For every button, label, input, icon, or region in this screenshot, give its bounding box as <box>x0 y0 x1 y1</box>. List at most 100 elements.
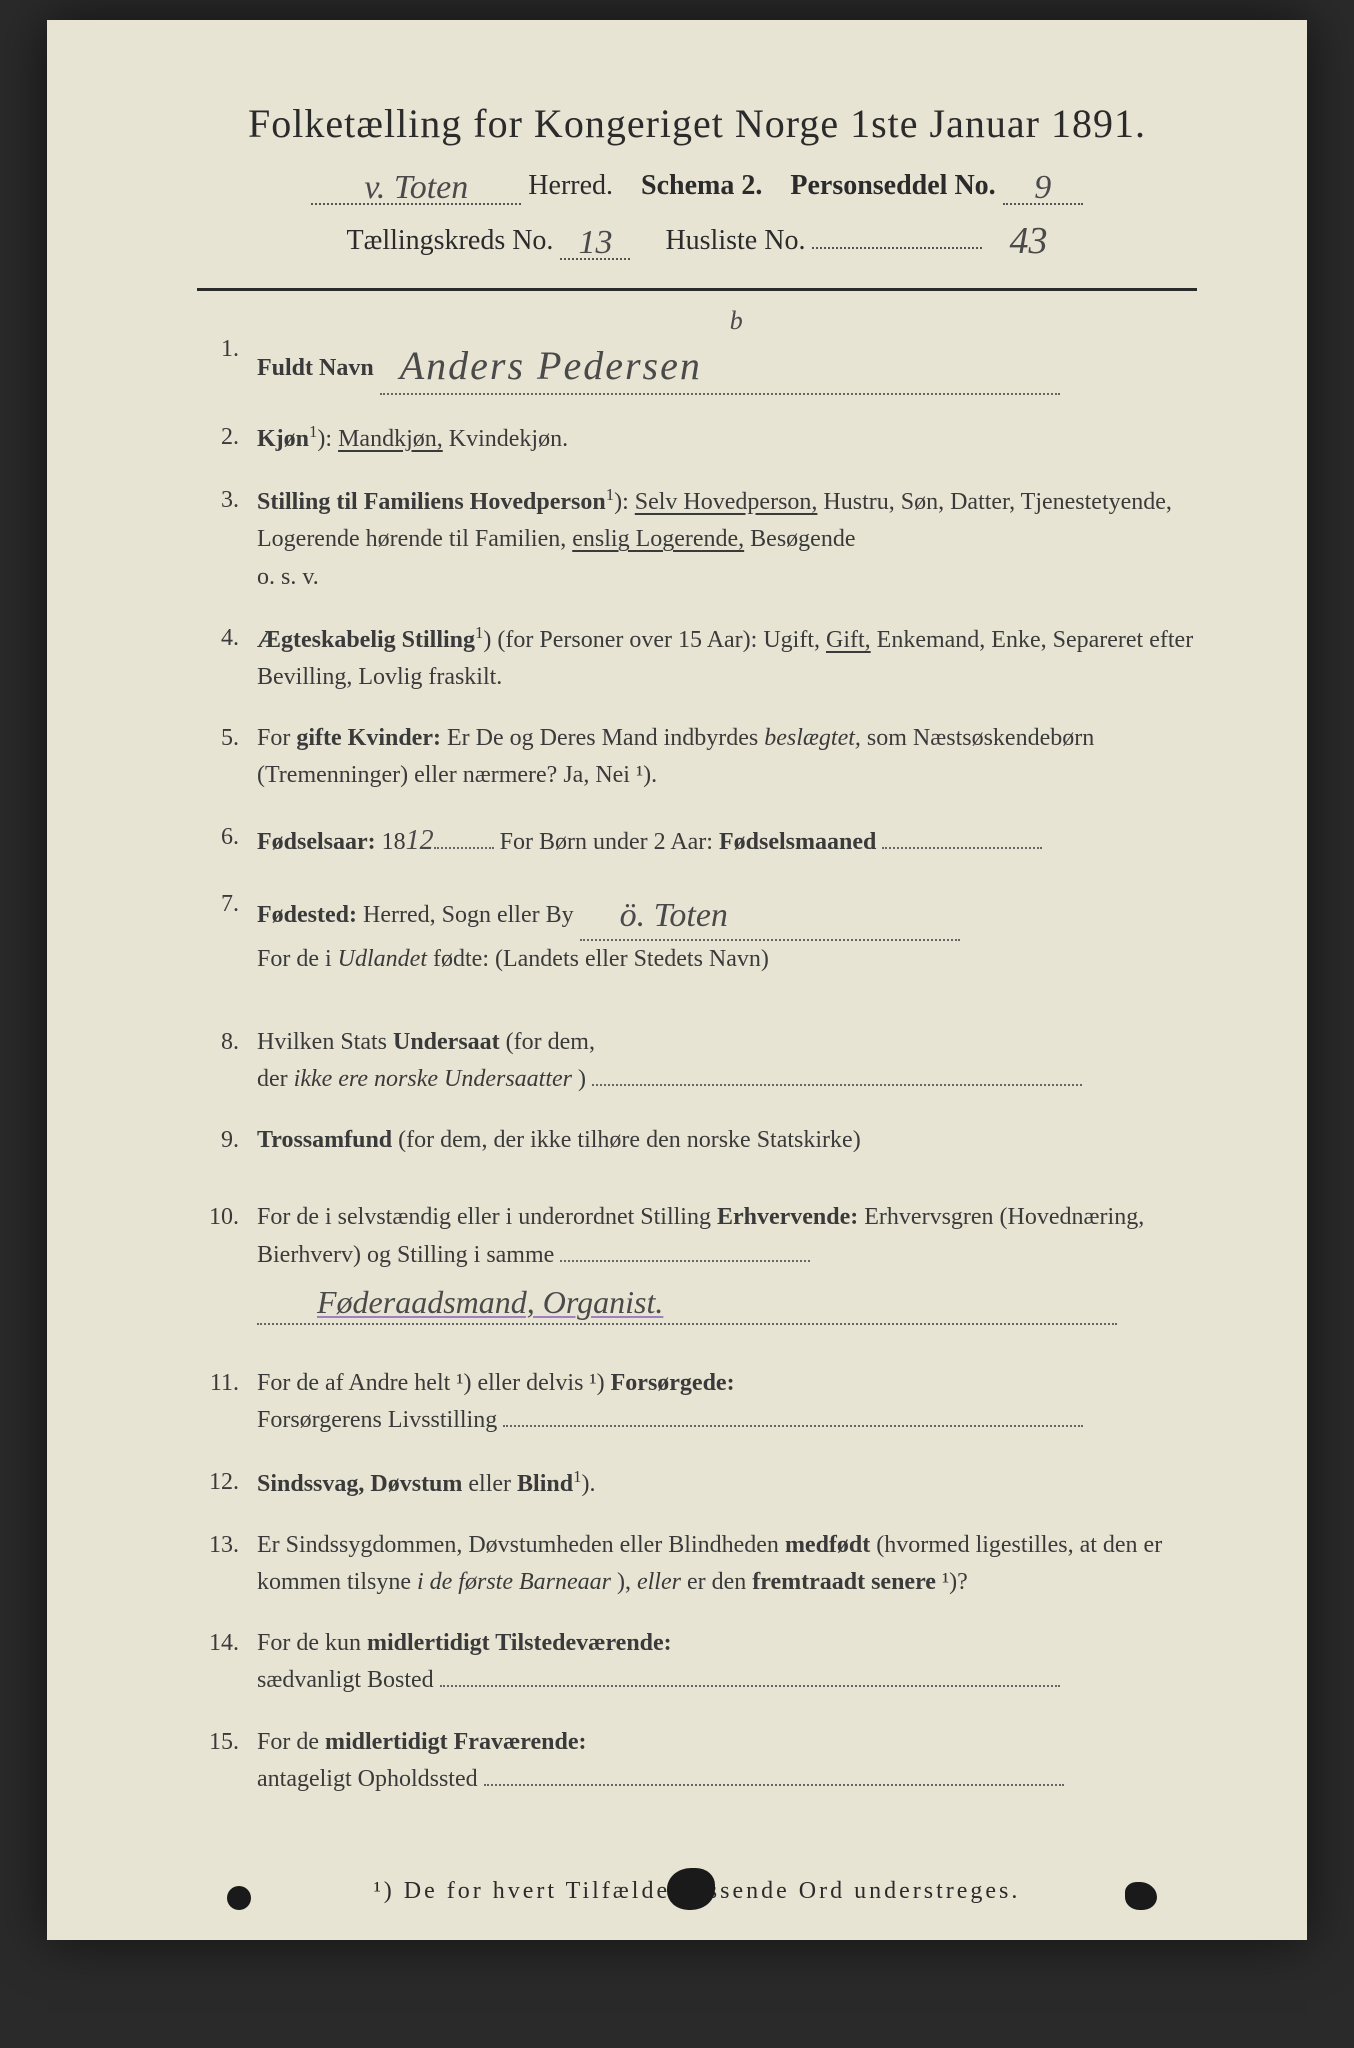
item-2-num: 2. <box>197 419 257 458</box>
item-6-18: 18 <box>382 829 406 855</box>
item-6-dots2 <box>882 847 1042 849</box>
item-1-label: Fuldt Navn <box>257 355 374 381</box>
item-8-paren: ) <box>578 1066 586 1092</box>
item-3-rest2: Besøgende <box>750 526 855 552</box>
item-15: 15. For de midlertidigt Fraværende: anta… <box>197 1724 1197 1798</box>
census-form-page: Folketælling for Kongeriget Norge 1ste J… <box>47 20 1307 1940</box>
item-7-text2: fødte: (Landets eller Stedets Navn) <box>433 946 769 972</box>
item-8-text1: Hvilken Stats <box>257 1029 393 1055</box>
item-13-body: Er Sindssygdommen, Døvstumheden eller Bl… <box>257 1527 1197 1601</box>
item-10-value: Føderaadsmand, Organist. <box>257 1284 663 1320</box>
item-5-text1: Er De og Deres Mand indbyrdes <box>447 725 764 751</box>
item-8: 8. Hvilken Stats Undersaat (for dem, der… <box>197 1024 1197 1098</box>
subtitle-row-2: Tællingskreds No. 13 Husliste No. 43 <box>197 215 1197 260</box>
item-2-kvindekjon: Kvindekjøn. <box>449 426 568 452</box>
item-2-body: Kjøn1): Mandkjøn, Kvindekjøn. <box>257 419 1197 458</box>
item-6-year: 12 <box>406 825 434 856</box>
item-1-body: Fuldt Navn Anders Pedersen b <box>257 331 1197 395</box>
item-8-num: 8. <box>197 1024 257 1098</box>
item-13-num: 13. <box>197 1527 257 1601</box>
herred-label: Herred. <box>528 170 613 201</box>
personseddel-value: 9 <box>1034 169 1051 206</box>
item-4-num: 4. <box>197 620 257 696</box>
item-11-text1: For de af Andre helt ¹) eller delvis ¹) <box>257 1370 611 1396</box>
item-7-field: ö. Toten <box>580 886 960 941</box>
item-11-num: 11. <box>197 1365 257 1439</box>
item-5-besl: beslægtet, <box>764 725 861 751</box>
item-9-num: 9. <box>197 1122 257 1159</box>
item-5-num: 5. <box>197 720 257 794</box>
item-8-ikke: ikke ere norske Undersaatter <box>294 1066 572 1092</box>
item-11-dots <box>503 1425 1083 1427</box>
item-1-mark: b <box>730 301 743 341</box>
item-15-opph: antageligt Opholdssted <box>257 1766 478 1792</box>
item-7-for: For de i <box>257 946 338 972</box>
item-13-text1: Er Sindssygdommen, Døvstumheden eller Bl… <box>257 1532 785 1558</box>
personseddel-field: 9 <box>1003 165 1083 205</box>
kreds-label: Tællingskreds No. <box>347 225 554 256</box>
item-7-num: 7. <box>197 886 257 978</box>
item-10-dots2: Føderaadsmand, Organist. <box>257 1274 1117 1326</box>
kreds-field: 13 <box>560 220 630 260</box>
herred-field: v. Toten <box>311 165 521 205</box>
item-4-label: Ægteskabelig Stilling <box>257 627 475 653</box>
item-5-body: For gifte Kvinder: Er De og Deres Mand i… <box>257 720 1197 794</box>
item-15-dots <box>484 1784 1064 1786</box>
punch-hole-icon <box>227 1886 251 1910</box>
item-5: 5. For gifte Kvinder: Er De og Deres Man… <box>197 720 1197 794</box>
header-rule <box>197 288 1197 291</box>
item-3-body: Stilling til Familiens Hovedperson1): Se… <box>257 482 1197 596</box>
item-8-under: Undersaat <box>393 1029 500 1055</box>
item-6-body: Fødselsaar: 1812 For Børn under 2 Aar: F… <box>257 819 1197 862</box>
item-5-gk: gifte Kvinder: <box>296 725 441 751</box>
item-8-der: der <box>257 1066 294 1092</box>
item-14: 14. For de kun midlertidigt Tilstedevære… <box>197 1625 1197 1699</box>
kreds-value: 13 <box>578 224 612 261</box>
item-7-body: Fødested: Herred, Sogn eller By ö. Toten… <box>257 886 1197 978</box>
item-10-body: For de i selvstændig eller i underordnet… <box>257 1199 1197 1325</box>
item-13-text4: er den <box>687 1569 752 1595</box>
item-15-body: For de midlertidigt Fraværende: antageli… <box>257 1724 1197 1798</box>
item-12-body: Sindssvag, Døvstum eller Blind1). <box>257 1464 1197 1503</box>
item-6-num: 6. <box>197 819 257 862</box>
item-6: 6. Fødselsaar: 1812 For Børn under 2 Aar… <box>197 819 1197 862</box>
item-6-maaned: Fødselsmaaned <box>719 829 876 855</box>
item-6-text: For Børn under 2 Aar: <box>500 829 719 855</box>
spacer-10-11 <box>197 1349 1197 1365</box>
item-8-body: Hvilken Stats Undersaat (for dem, der ik… <box>257 1024 1197 1098</box>
item-1-num: 1. <box>197 331 257 395</box>
item-9-body: Trossamfund (for dem, der ikke tilhøre d… <box>257 1122 1197 1159</box>
item-15-for: For de <box>257 1729 325 1755</box>
husliste-value: 43 <box>1009 220 1047 262</box>
item-1: 1. Fuldt Navn Anders Pedersen b <box>197 331 1197 395</box>
item-3-osv: o. s. v. <box>257 564 319 590</box>
subtitle-row-1: v. Toten Herred. Schema 2. Personseddel … <box>197 165 1197 205</box>
husliste-field <box>812 247 982 249</box>
herred-value: v. Toten <box>364 169 468 206</box>
item-10-erhv: Erhvervende: <box>717 1204 858 1230</box>
item-15-midl: midlertidigt Fraværende: <box>325 1729 587 1755</box>
item-11-body: For de af Andre helt ¹) eller delvis ¹) … <box>257 1365 1197 1439</box>
item-12-eller: eller <box>468 1471 517 1497</box>
item-14-for: For de kun <box>257 1630 367 1656</box>
item-8-dots <box>592 1084 1082 1086</box>
item-2: 2. Kjøn1): Mandkjøn, Kvindekjøn. <box>197 419 1197 458</box>
item-13: 13. Er Sindssygdommen, Døvstumheden elle… <box>197 1527 1197 1601</box>
item-3-label: Stilling til Familiens Hovedperson <box>257 489 606 515</box>
item-13-ide: i de første Barneaar <box>417 1569 611 1595</box>
spacer-7-8 <box>197 1002 1197 1024</box>
spacer-9-10 <box>197 1183 1197 1199</box>
punch-hole-icon <box>667 1868 715 1910</box>
item-7-value: ö. Toten <box>580 897 728 934</box>
item-6-dots1 <box>434 847 494 849</box>
husliste-label: Husliste No. <box>665 225 805 256</box>
item-9-label: Trossamfund <box>257 1127 392 1153</box>
item-1-field: Anders Pedersen b <box>380 331 1060 395</box>
item-4: 4. Ægteskabelig Stilling1) (for Personer… <box>197 620 1197 696</box>
page-title: Folketælling for Kongeriget Norge 1ste J… <box>197 100 1197 147</box>
schema-label: Schema 2. <box>641 170 762 201</box>
item-1-value: Anders Pedersen <box>380 343 702 388</box>
item-13-medf: medfødt <box>785 1532 870 1558</box>
item-2-mandkjon: Mandkjøn, <box>338 426 443 452</box>
item-7-udl: Udlandet <box>338 946 427 972</box>
